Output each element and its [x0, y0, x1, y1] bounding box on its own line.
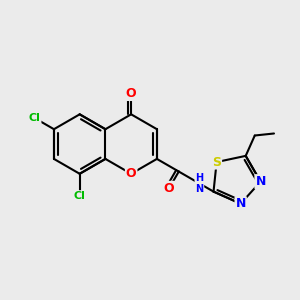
Text: N: N — [236, 197, 246, 210]
Text: O: O — [126, 167, 136, 180]
Text: O: O — [164, 182, 174, 195]
Text: O: O — [126, 87, 136, 100]
Text: Cl: Cl — [74, 191, 85, 201]
Text: N: N — [255, 175, 266, 188]
Text: S: S — [212, 156, 221, 169]
Text: Cl: Cl — [29, 113, 40, 123]
Text: H
N: H N — [195, 172, 203, 194]
